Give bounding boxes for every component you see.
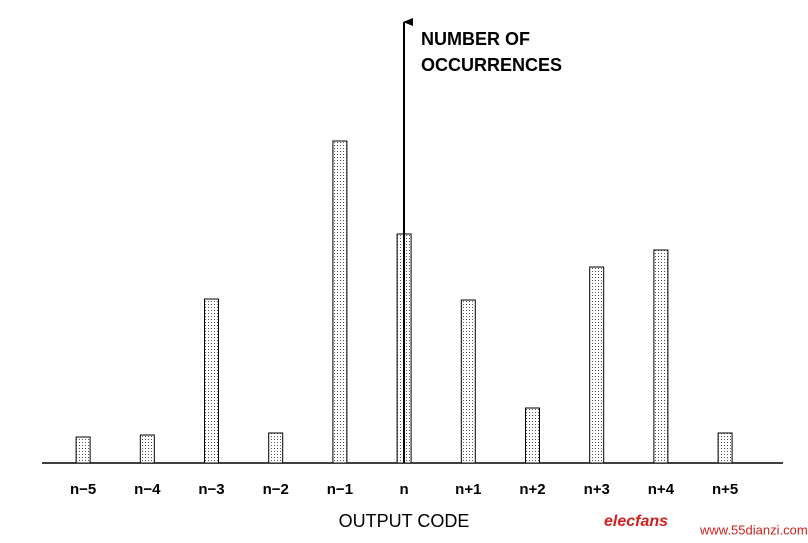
watermark: elecfans bbox=[604, 513, 668, 530]
bar bbox=[460, 299, 476, 464]
x-tick-label: n−5 bbox=[70, 481, 96, 498]
bar bbox=[139, 434, 155, 464]
bar bbox=[589, 266, 605, 464]
bar bbox=[653, 249, 669, 464]
x-tick-label: n−2 bbox=[263, 481, 289, 498]
x-tick-label: n+4 bbox=[648, 481, 675, 498]
x-tick-label: n bbox=[400, 481, 409, 498]
watermark: www.55dianzi.com bbox=[699, 522, 808, 537]
bar bbox=[717, 432, 733, 464]
bar bbox=[75, 436, 91, 464]
x-tick-label: n+3 bbox=[584, 481, 610, 498]
x-tick-label: n+1 bbox=[455, 481, 481, 498]
y-axis-label: NUMBER OF bbox=[421, 29, 530, 49]
x-tick-label: n−1 bbox=[327, 481, 353, 498]
bar bbox=[332, 140, 348, 464]
x-tick-label: n+2 bbox=[519, 481, 545, 498]
bar bbox=[204, 298, 219, 464]
x-tick-label: n−4 bbox=[134, 481, 161, 498]
bar bbox=[525, 407, 540, 464]
x-tick-label: n−3 bbox=[198, 481, 224, 498]
x-axis-label: OUTPUT CODE bbox=[339, 511, 470, 531]
x-tick-label: n+5 bbox=[712, 481, 738, 498]
y-axis-label: OCCURRENCES bbox=[421, 55, 562, 75]
bar bbox=[268, 432, 284, 464]
